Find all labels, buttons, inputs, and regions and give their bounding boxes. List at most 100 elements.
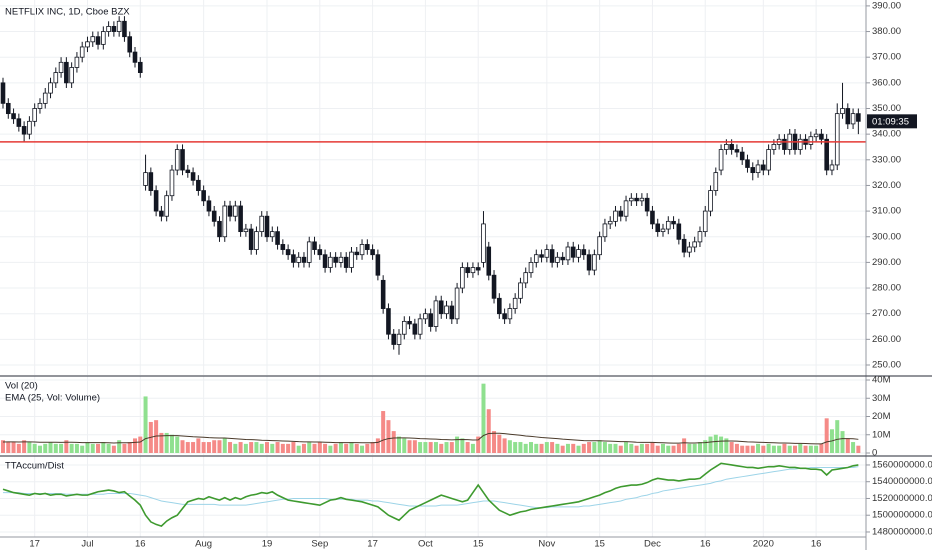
volume-bar bbox=[238, 442, 243, 453]
candle-body bbox=[238, 205, 243, 233]
candle-body bbox=[153, 190, 159, 212]
volume-bar bbox=[27, 442, 32, 453]
volume-bar bbox=[486, 409, 491, 453]
volume-bar bbox=[206, 442, 211, 453]
volume-bar bbox=[618, 445, 623, 453]
volume-bar bbox=[518, 442, 523, 453]
x-tick-label: 16 bbox=[811, 539, 822, 550]
candle-body bbox=[16, 118, 22, 127]
volume-bar bbox=[476, 436, 481, 453]
candle-body bbox=[834, 113, 840, 166]
volume-bar bbox=[734, 443, 739, 453]
candle-body bbox=[481, 223, 486, 263]
y-tick-label: 1560000000.00 bbox=[872, 459, 932, 470]
volume-bar bbox=[133, 438, 137, 453]
candle-body bbox=[512, 297, 518, 309]
volume-bar bbox=[460, 438, 465, 453]
volume-bar bbox=[624, 442, 629, 453]
candle-body bbox=[560, 256, 565, 261]
candle-body bbox=[5, 102, 11, 115]
x-tick-label: 16 bbox=[135, 539, 146, 550]
volume-bar bbox=[101, 442, 106, 453]
volume-bar bbox=[175, 436, 180, 453]
candle-body bbox=[201, 190, 206, 202]
candle-body bbox=[27, 120, 32, 135]
candle-body bbox=[470, 267, 476, 274]
volume-bar bbox=[840, 431, 845, 453]
volume-bar bbox=[581, 443, 586, 453]
candle-body bbox=[196, 179, 201, 191]
volume-bar bbox=[655, 445, 660, 453]
volume-bar bbox=[661, 443, 665, 453]
candle-body bbox=[586, 254, 592, 271]
y-tick-label: 0 bbox=[872, 448, 877, 459]
volume-bar bbox=[629, 443, 634, 453]
candle-body bbox=[227, 205, 233, 217]
x-tick-label: 19 bbox=[262, 539, 273, 550]
volume-bar bbox=[259, 443, 264, 453]
accum-average-line bbox=[3, 466, 859, 509]
volume-bar bbox=[286, 443, 291, 453]
candle-body bbox=[644, 197, 650, 212]
candle-body bbox=[592, 254, 597, 271]
y-tick-label: 20M bbox=[872, 411, 891, 422]
volume-bar bbox=[465, 442, 470, 453]
candle-body bbox=[438, 300, 444, 315]
candle-body bbox=[671, 220, 676, 225]
candle-body bbox=[771, 144, 777, 150]
volume-bar bbox=[275, 442, 280, 453]
candle-body bbox=[623, 200, 629, 217]
candle-body bbox=[85, 41, 90, 48]
volume-bar bbox=[613, 443, 618, 453]
volume-bar bbox=[180, 440, 185, 453]
volume-bar bbox=[159, 432, 164, 453]
volume-bar bbox=[360, 445, 365, 453]
candle-body bbox=[734, 149, 740, 153]
volume-bar bbox=[692, 443, 697, 453]
candle-body bbox=[660, 228, 666, 233]
y-tick-label: 320.00 bbox=[872, 180, 901, 191]
candle-body bbox=[312, 241, 317, 250]
volume-bar bbox=[676, 443, 681, 453]
candle-body bbox=[322, 254, 328, 268]
volume-bar bbox=[317, 442, 322, 453]
x-tick-label: Dec bbox=[644, 539, 661, 550]
volume-bar bbox=[138, 436, 143, 453]
y-tick-label: 350.00 bbox=[872, 103, 901, 114]
volume-bar bbox=[687, 443, 692, 453]
volume-bar bbox=[650, 442, 655, 453]
volume-bar bbox=[756, 443, 761, 453]
candle-body bbox=[143, 172, 148, 186]
candle-body bbox=[761, 164, 766, 171]
candle-body bbox=[37, 102, 43, 109]
candle-body bbox=[243, 228, 249, 233]
volume-bar bbox=[782, 443, 787, 453]
volume-bar bbox=[349, 442, 354, 453]
volume-bar bbox=[666, 445, 671, 453]
volume-bar bbox=[164, 432, 169, 453]
volume-bar bbox=[233, 443, 238, 453]
countdown: 01:09:35 bbox=[872, 116, 909, 127]
y-tick-label: 1480000000.00 bbox=[872, 526, 932, 537]
x-tick-label: Aug bbox=[195, 539, 212, 550]
volume-bar bbox=[634, 445, 639, 453]
volume-bar bbox=[592, 442, 597, 453]
candle-body bbox=[269, 231, 275, 238]
x-tick-label: 17 bbox=[29, 539, 40, 550]
volume-bar bbox=[111, 445, 116, 453]
candle-body bbox=[692, 241, 697, 248]
candle-body bbox=[713, 172, 719, 191]
volume-bar bbox=[212, 440, 217, 453]
candle-body bbox=[602, 223, 608, 238]
candle-body bbox=[729, 144, 734, 150]
volume-bar bbox=[639, 443, 644, 453]
volume-bar bbox=[407, 440, 412, 453]
candle-body bbox=[829, 164, 835, 171]
candle-body bbox=[116, 20, 122, 32]
candle-body bbox=[407, 320, 412, 325]
volume-bar bbox=[11, 442, 16, 453]
y-tick-label: 340.00 bbox=[872, 129, 901, 140]
volume-bar bbox=[243, 443, 248, 453]
candle-body bbox=[491, 274, 497, 299]
candle-body bbox=[211, 210, 217, 222]
